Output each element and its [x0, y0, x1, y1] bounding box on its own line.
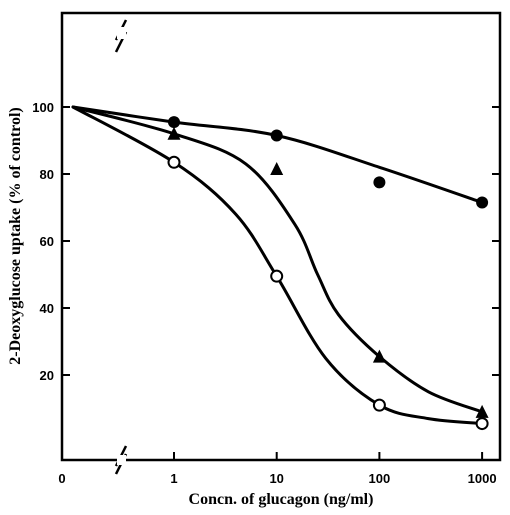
- open-circle-point: [372, 398, 386, 412]
- data-markers: [167, 116, 489, 431]
- filled-triangle-point: [372, 349, 386, 363]
- y-tick-label: 100: [32, 100, 54, 115]
- x-axis-break: [114, 19, 128, 475]
- filled-circle-point: [168, 116, 180, 129]
- top-break-gap: [117, 27, 126, 39]
- open-circle-point: [475, 417, 489, 431]
- filled-triangle-point: [167, 126, 181, 140]
- x-axis-title: Concn. of glucagon (ng/ml): [189, 491, 374, 508]
- open-circle-point: [270, 269, 284, 283]
- x-tick-label: 0: [58, 471, 65, 486]
- y-tick-label: 20: [40, 368, 54, 383]
- open-circle-point: [167, 155, 181, 169]
- filled-circle-point: [270, 129, 283, 142]
- y-tick-label: 60: [40, 234, 54, 249]
- fitted-curves: [71, 105, 484, 426]
- y-tick-label: 80: [40, 167, 54, 182]
- y-tick-label: 40: [40, 301, 54, 316]
- filled-triangle-point: [270, 161, 284, 175]
- series-3-curve: [71, 105, 484, 426]
- x-tick-label: 100: [369, 471, 391, 486]
- x-tick-label: 1: [170, 471, 177, 486]
- x-tick-label: 1000: [468, 471, 497, 486]
- filled-circle-point: [373, 176, 386, 189]
- series-2-curve: [71, 105, 484, 414]
- x-tick-label: 10: [269, 471, 283, 486]
- bottom-break-gap: [117, 455, 126, 465]
- filled-circle-point: [476, 196, 489, 209]
- y-axis-title: 2-Deoxyglucose uptake (% of control): [7, 107, 24, 364]
- plot-frame: [60, 11, 502, 462]
- filled-triangle-point: [475, 404, 489, 418]
- axis-ticks: 0 1 10 100 1000 20 40 60 80 100: [32, 100, 500, 486]
